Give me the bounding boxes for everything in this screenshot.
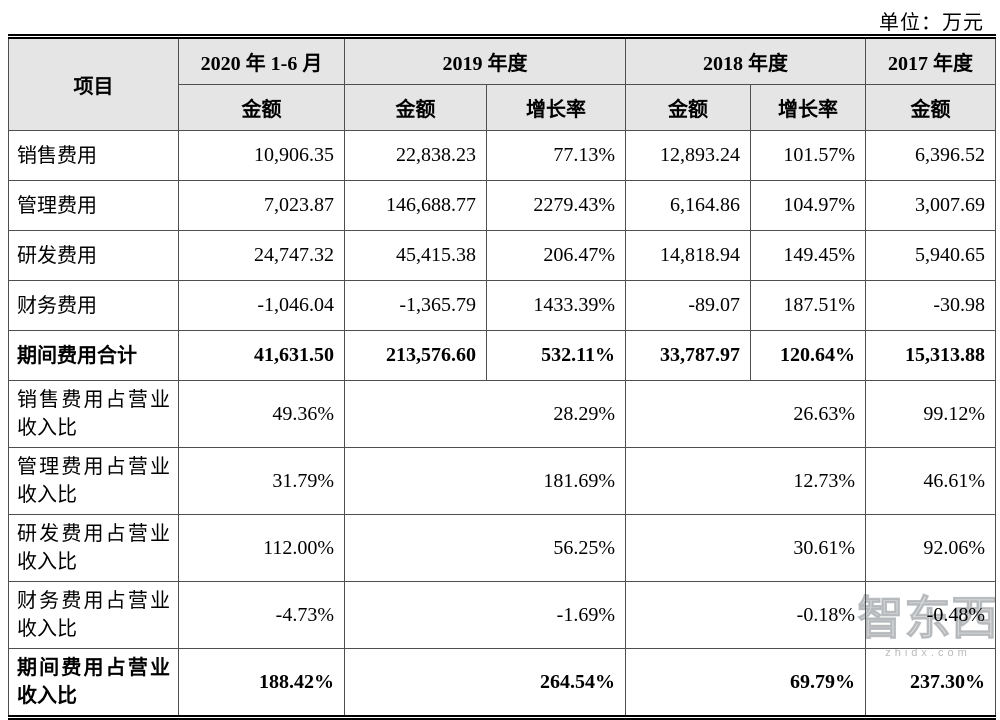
row-label: 研发费用占营业收入比 <box>8 514 179 582</box>
value-cell: 45,415.38 <box>344 230 487 281</box>
value-cell: 206.47% <box>486 230 626 281</box>
value-cell: 188.42% <box>178 648 345 718</box>
value-cell: -30.98 <box>865 280 996 331</box>
value-cell-merged: 56.25% <box>344 514 626 582</box>
value-cell: 104.97% <box>750 180 866 231</box>
header-2019: 2019 年度 <box>344 36 626 85</box>
value-cell: 3,007.69 <box>865 180 996 231</box>
header-2019-amount: 金额 <box>344 84 487 131</box>
value-cell: -0.48% <box>865 581 996 649</box>
table-row: 财务费用 -1,046.04 -1,365.79 1433.39% -89.07… <box>8 280 996 331</box>
value-cell: 22,838.23 <box>344 130 487 181</box>
value-cell: 146,688.77 <box>344 180 487 231</box>
value-cell: 101.57% <box>750 130 866 181</box>
header-2017-amount: 金额 <box>865 84 996 131</box>
row-label: 期间费用合计 <box>8 330 179 381</box>
row-label: 销售费用 <box>8 130 179 181</box>
value-cell: 1433.39% <box>486 280 626 331</box>
table-row: 销售费用占营业收入比 49.36% 28.29% 26.63% 99.12% <box>8 380 996 448</box>
header-2018-amount: 金额 <box>625 84 751 131</box>
table-row: 研发费用 24,747.32 45,415.38 206.47% 14,818.… <box>8 230 996 281</box>
value-cell-merged: 12.73% <box>625 447 866 515</box>
value-cell: 237.30% <box>865 648 996 718</box>
value-cell-merged: 28.29% <box>344 380 626 448</box>
table-row-total: 期间费用占营业收入比 188.42% 264.54% 69.79% 237.30… <box>8 648 996 718</box>
value-cell-merged: 26.63% <box>625 380 866 448</box>
header-2020: 2020 年 1-6 月 <box>178 36 345 85</box>
value-cell: 24,747.32 <box>178 230 345 281</box>
header-item: 项目 <box>8 36 179 131</box>
value-cell-merged: 181.69% <box>344 447 626 515</box>
value-cell: -4.73% <box>178 581 345 649</box>
header-row-measures: 金额 金额 增长率 金额 增长率 金额 <box>9 84 996 131</box>
value-cell: 77.13% <box>486 130 626 181</box>
header-2020-amount: 金额 <box>178 84 345 131</box>
row-label: 研发费用 <box>8 230 179 281</box>
row-label: 财务费用占营业收入比 <box>8 581 179 649</box>
header-row-periods: 项目 2020 年 1-6 月 2019 年度 2018 年度 2017 年度 <box>8 36 996 131</box>
value-cell: 213,576.60 <box>344 330 487 381</box>
value-cell: -89.07 <box>625 280 751 331</box>
row-label: 管理费用占营业收入比 <box>8 447 179 515</box>
table-row: 管理费用占营业收入比 31.79% 181.69% 12.73% 46.61% <box>8 447 996 515</box>
header-2018-growth: 增长率 <box>750 84 866 131</box>
row-label: 期间费用占营业收入比 <box>8 648 179 718</box>
header-2019-growth: 增长率 <box>486 84 626 131</box>
header-2017: 2017 年度 <box>865 36 996 85</box>
header-2018: 2018 年度 <box>625 36 866 85</box>
value-cell: -1,365.79 <box>344 280 487 331</box>
value-cell: 33,787.97 <box>625 330 751 381</box>
value-cell: 2279.43% <box>486 180 626 231</box>
row-label: 销售费用占营业收入比 <box>8 380 179 448</box>
expense-table-container: 项目 2020 年 1-6 月 2019 年度 2018 年度 2017 年度 … <box>8 34 996 720</box>
value-cell: 15,313.88 <box>865 330 996 381</box>
table-row: 研发费用占营业收入比 112.00% 56.25% 30.61% 92.06% <box>8 514 996 582</box>
value-cell-merged: -1.69% <box>344 581 626 649</box>
value-cell-merged: -0.18% <box>625 581 866 649</box>
value-cell: 49.36% <box>178 380 345 448</box>
table-row: 管理费用 7,023.87 146,688.77 2279.43% 6,164.… <box>8 180 996 231</box>
value-cell: -1,046.04 <box>178 280 345 331</box>
value-cell-merged: 30.61% <box>625 514 866 582</box>
value-cell: 7,023.87 <box>178 180 345 231</box>
value-cell: 46.61% <box>865 447 996 515</box>
value-cell: 187.51% <box>750 280 866 331</box>
row-label: 管理费用 <box>8 180 179 231</box>
table-row: 销售费用 10,906.35 22,838.23 77.13% 12,893.2… <box>8 130 996 181</box>
table-row-total: 期间费用合计 41,631.50 213,576.60 532.11% 33,7… <box>8 330 996 381</box>
value-cell: 92.06% <box>865 514 996 582</box>
value-cell: 31.79% <box>178 447 345 515</box>
value-cell: 41,631.50 <box>178 330 345 381</box>
table-row: 财务费用占营业收入比 -4.73% -1.69% -0.18% -0.48% <box>8 581 996 649</box>
expense-table: 项目 2020 年 1-6 月 2019 年度 2018 年度 2017 年度 … <box>8 34 996 720</box>
value-cell: 99.12% <box>865 380 996 448</box>
value-cell-merged: 264.54% <box>344 648 626 718</box>
value-cell: 532.11% <box>486 330 626 381</box>
value-cell: 120.64% <box>750 330 866 381</box>
value-cell: 6,396.52 <box>865 130 996 181</box>
row-label: 财务费用 <box>8 280 179 331</box>
value-cell: 5,940.65 <box>865 230 996 281</box>
value-cell: 14,818.94 <box>625 230 751 281</box>
value-cell: 6,164.86 <box>625 180 751 231</box>
value-cell: 12,893.24 <box>625 130 751 181</box>
unit-label: 单位：万元 <box>879 12 984 34</box>
value-cell: 149.45% <box>750 230 866 281</box>
value-cell-merged: 69.79% <box>625 648 866 718</box>
value-cell: 10,906.35 <box>178 130 345 181</box>
value-cell: 112.00% <box>178 514 345 582</box>
